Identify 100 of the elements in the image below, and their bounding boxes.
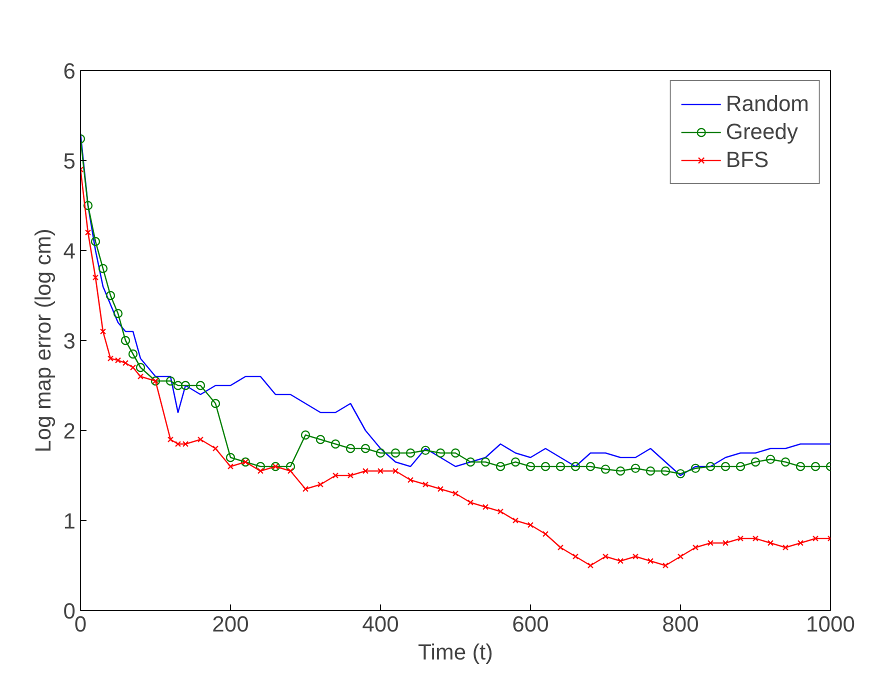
point <box>752 535 759 542</box>
point <box>332 472 339 479</box>
y-axis-title: Log map error (log cm) <box>30 228 56 452</box>
point <box>707 540 714 546</box>
point <box>557 544 564 551</box>
point <box>128 349 138 359</box>
point <box>600 464 610 474</box>
point <box>467 499 474 506</box>
point <box>287 468 294 474</box>
point <box>556 462 566 472</box>
x-tick-label: 800 <box>662 612 699 636</box>
legend-label: Greedy <box>726 119 798 145</box>
point <box>586 462 596 472</box>
point <box>227 463 234 470</box>
point <box>346 444 356 454</box>
y-tick-label: 6 <box>63 58 76 84</box>
point <box>347 472 354 479</box>
point <box>452 490 459 497</box>
x-tick-label: 600 <box>512 612 549 636</box>
point <box>330 439 340 449</box>
legend-label: BFS <box>726 147 769 173</box>
point <box>317 481 324 488</box>
point <box>210 398 220 408</box>
point <box>706 462 716 472</box>
point <box>98 264 108 274</box>
point <box>647 558 654 564</box>
point <box>480 457 490 467</box>
point <box>302 486 309 492</box>
point <box>407 476 414 484</box>
point <box>677 553 684 560</box>
point <box>587 562 594 569</box>
point <box>130 364 136 371</box>
point <box>660 466 670 476</box>
point <box>617 558 624 564</box>
point <box>316 434 326 444</box>
point <box>406 448 416 458</box>
point <box>173 380 183 390</box>
y-tick-label: 1 <box>63 508 76 534</box>
point <box>616 466 626 476</box>
point <box>196 380 206 390</box>
point <box>526 462 536 472</box>
point <box>137 373 144 380</box>
point <box>662 562 669 569</box>
point <box>120 336 130 346</box>
x-tick-label: 400 <box>362 612 399 636</box>
point <box>377 468 384 474</box>
y-tick-label: 5 <box>63 148 76 174</box>
point <box>362 468 369 474</box>
point <box>100 328 106 335</box>
y-tick-label: 3 <box>63 328 76 354</box>
point <box>632 553 639 560</box>
point <box>810 462 820 472</box>
point <box>812 535 819 542</box>
point <box>646 466 656 476</box>
point <box>737 535 744 542</box>
point <box>750 457 760 467</box>
point <box>167 436 174 443</box>
point <box>166 376 176 386</box>
point <box>360 444 370 454</box>
point <box>766 454 776 464</box>
point <box>690 464 700 473</box>
point <box>436 448 446 458</box>
point <box>782 544 789 551</box>
point <box>676 469 686 478</box>
x-tick-label: 1000 <box>806 612 855 636</box>
point <box>390 448 400 458</box>
point <box>286 462 296 472</box>
point <box>512 517 519 524</box>
point <box>527 522 534 528</box>
point <box>510 457 520 467</box>
point <box>257 468 264 474</box>
point <box>482 504 489 510</box>
point <box>796 462 806 472</box>
point <box>106 290 116 300</box>
point <box>90 236 100 246</box>
point <box>122 360 129 366</box>
point <box>602 553 609 560</box>
point <box>226 452 236 462</box>
point <box>300 430 310 440</box>
point <box>437 486 444 492</box>
y-tick-label: 2 <box>63 418 76 444</box>
y-tick-label: 4 <box>63 238 76 264</box>
point <box>767 540 774 546</box>
point <box>392 468 399 474</box>
point <box>180 380 190 390</box>
point <box>212 445 219 452</box>
point <box>420 446 430 455</box>
point <box>136 362 146 372</box>
point <box>197 436 204 443</box>
point <box>542 530 549 538</box>
point <box>720 462 730 472</box>
point <box>376 448 386 458</box>
point <box>540 462 550 472</box>
point <box>572 553 579 560</box>
point <box>797 540 804 546</box>
point <box>780 457 790 467</box>
point <box>496 462 506 472</box>
x-axis-title: Time (t) <box>418 640 493 664</box>
point <box>256 462 266 472</box>
point <box>422 481 429 488</box>
